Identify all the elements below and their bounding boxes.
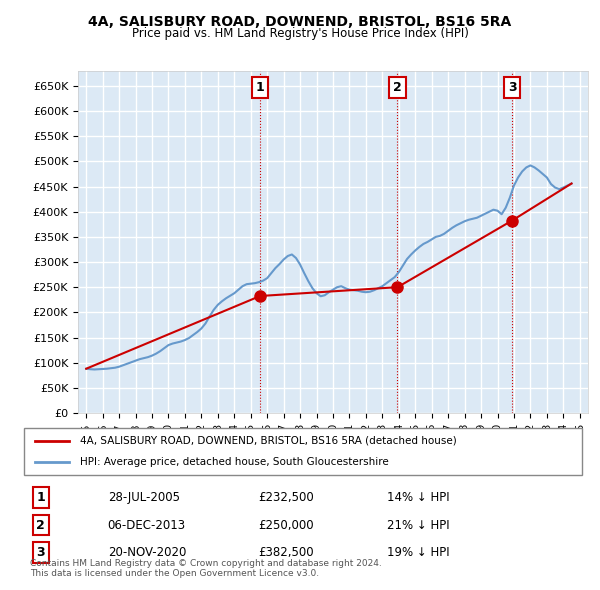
Text: 4A, SALISBURY ROAD, DOWNEND, BRISTOL, BS16 5RA (detached house): 4A, SALISBURY ROAD, DOWNEND, BRISTOL, BS… [80,436,457,446]
Text: HPI: Average price, detached house, South Gloucestershire: HPI: Average price, detached house, Sout… [80,457,389,467]
Text: Contains HM Land Registry data © Crown copyright and database right 2024.
This d: Contains HM Land Registry data © Crown c… [30,559,382,578]
Text: £382,500: £382,500 [259,546,314,559]
Text: £232,500: £232,500 [259,491,314,504]
Text: 20-NOV-2020: 20-NOV-2020 [108,546,186,559]
Text: 21% ↓ HPI: 21% ↓ HPI [387,519,449,532]
Text: 14% ↓ HPI: 14% ↓ HPI [387,491,449,504]
Text: 1: 1 [37,491,45,504]
Text: 19% ↓ HPI: 19% ↓ HPI [387,546,449,559]
Text: 3: 3 [508,81,517,94]
FancyBboxPatch shape [24,428,582,475]
Text: 28-JUL-2005: 28-JUL-2005 [108,491,180,504]
Text: 2: 2 [37,519,45,532]
Text: 3: 3 [37,546,45,559]
Text: 06-DEC-2013: 06-DEC-2013 [108,519,186,532]
Text: £250,000: £250,000 [259,519,314,532]
Text: 1: 1 [256,81,265,94]
Text: 4A, SALISBURY ROAD, DOWNEND, BRISTOL, BS16 5RA: 4A, SALISBURY ROAD, DOWNEND, BRISTOL, BS… [88,15,512,29]
Text: Price paid vs. HM Land Registry's House Price Index (HPI): Price paid vs. HM Land Registry's House … [131,27,469,40]
Text: 2: 2 [393,81,402,94]
